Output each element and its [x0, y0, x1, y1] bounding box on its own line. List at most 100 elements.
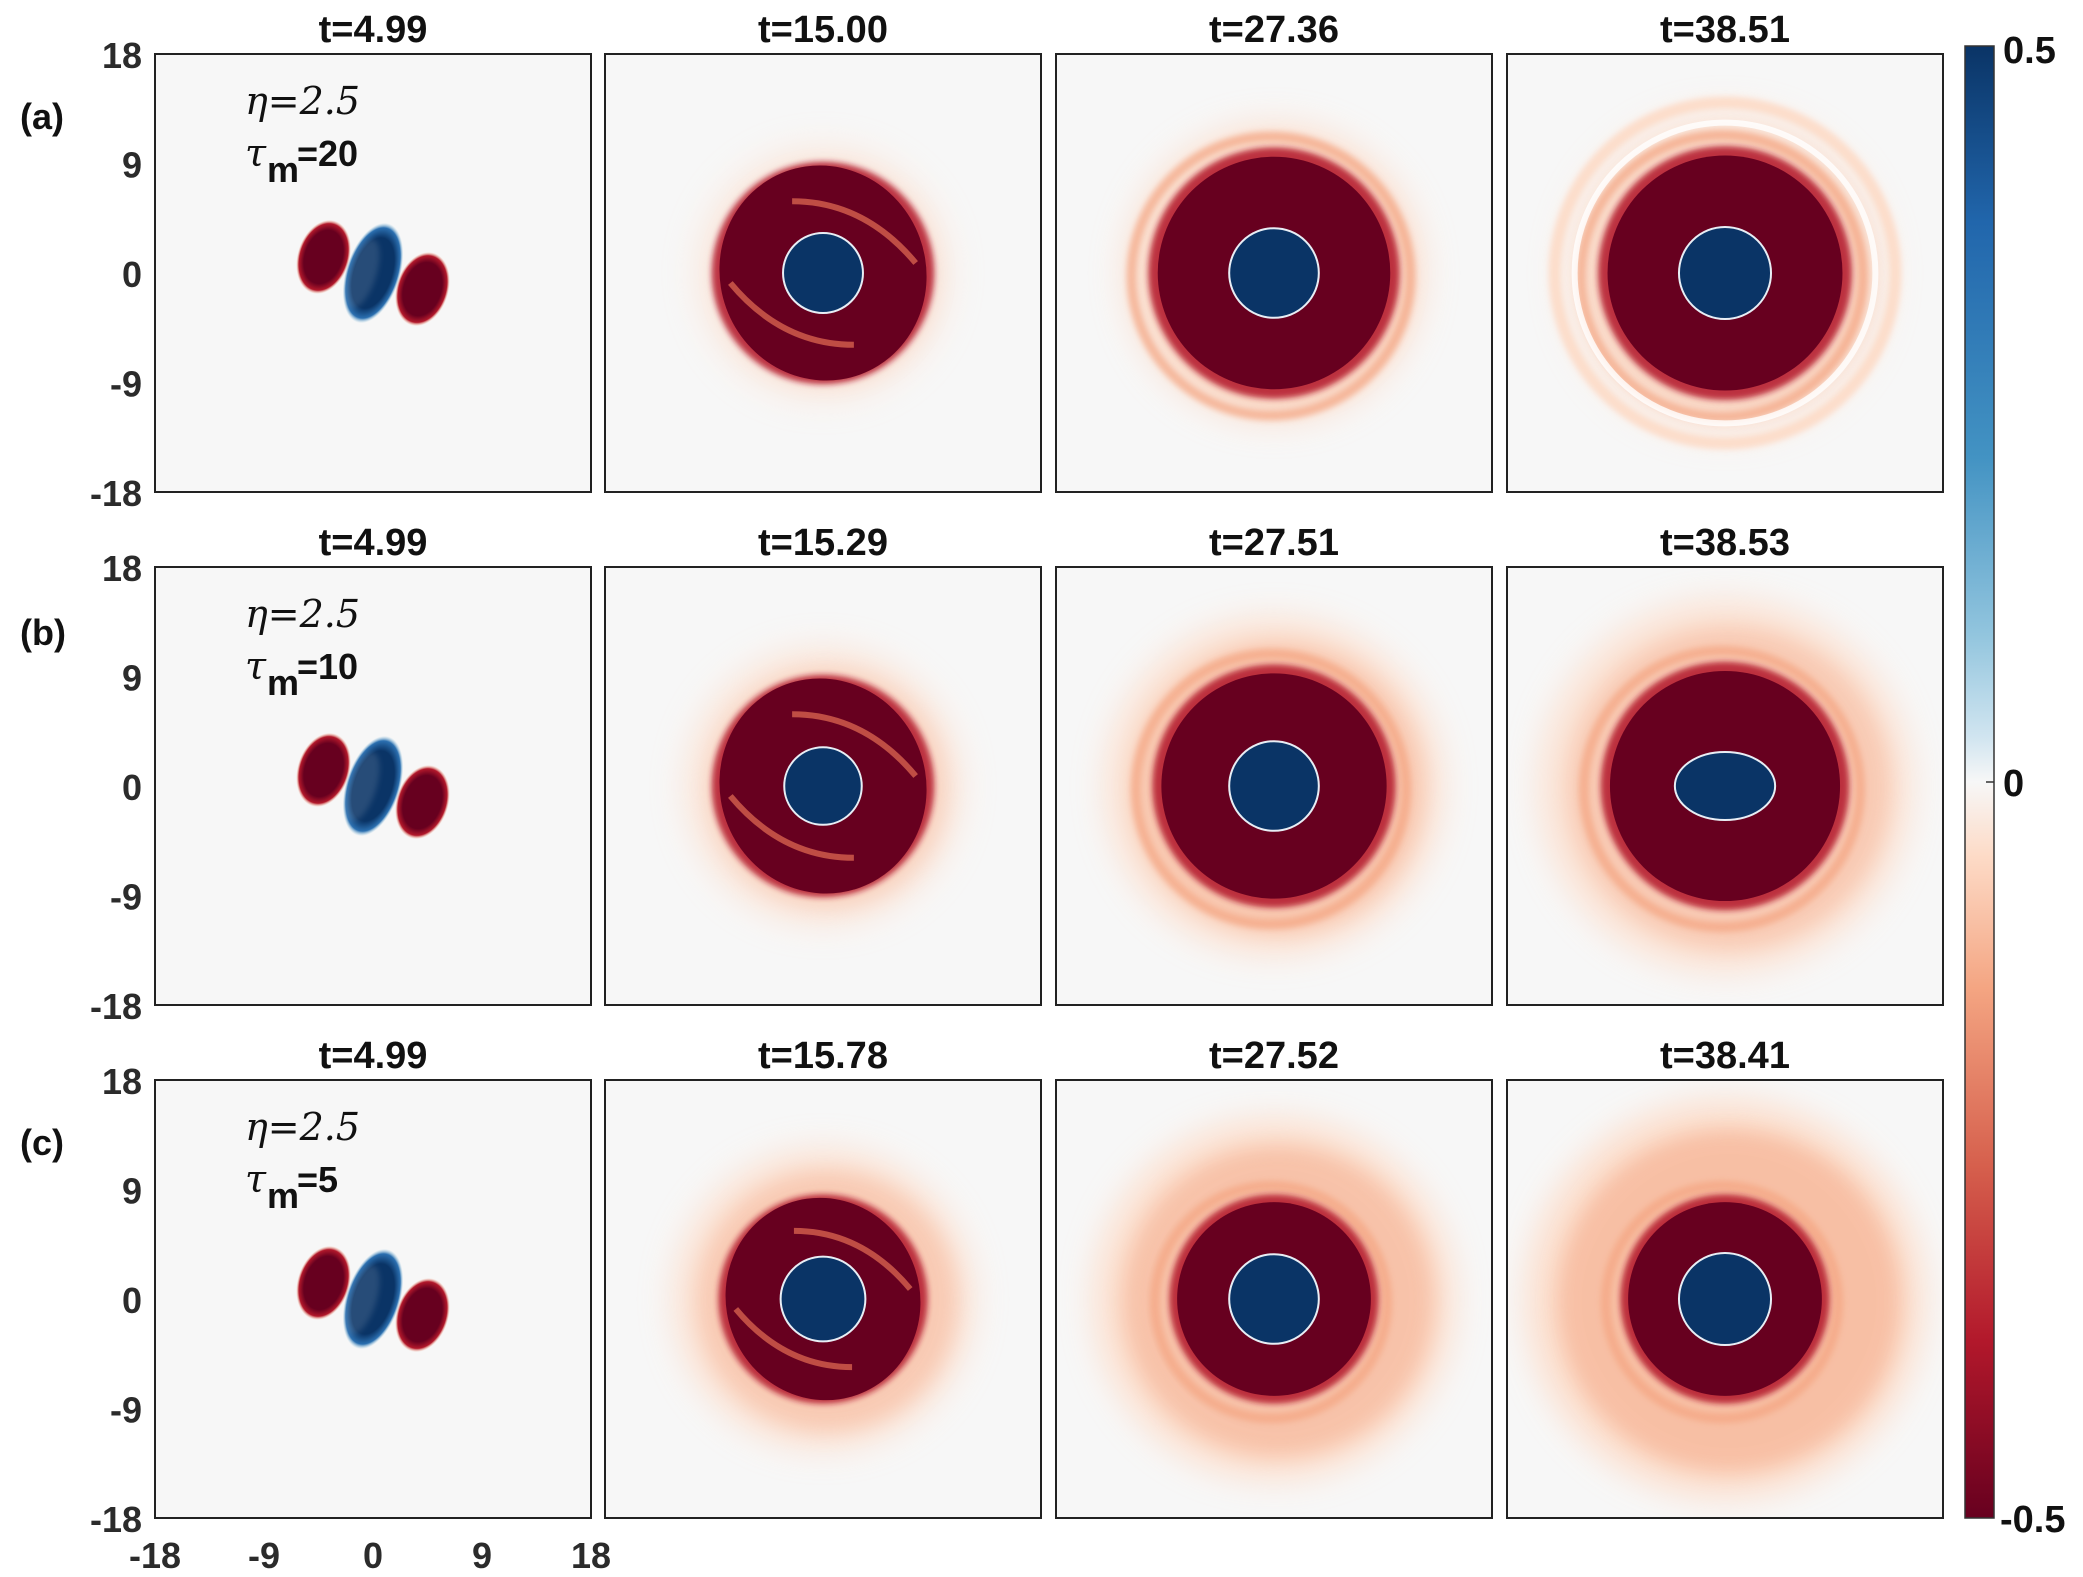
panel-title: t=15.78: [758, 1035, 888, 1077]
spiral-arm: [733, 1307, 853, 1371]
colorbar-tick-max: 0.5: [2003, 30, 2056, 72]
heatmap-panel: [1055, 1079, 1493, 1519]
heatmap-panel: [1055, 53, 1493, 493]
heatmap-panel: [604, 566, 1042, 1006]
panel-frame: [154, 53, 592, 493]
y-tick-label: 0: [122, 767, 142, 808]
y-tick-label: 18: [102, 1061, 142, 1102]
spiral-ring: [1578, 645, 1866, 933]
positive-core: [1228, 740, 1320, 832]
y-tick-label: -9: [110, 364, 142, 405]
spiral-ring: [1130, 648, 1412, 930]
positive-core: [1677, 1251, 1773, 1347]
heatmap-panel: [604, 53, 1042, 493]
panel-frame: [604, 53, 1042, 493]
x-tick-label: 0: [363, 1535, 383, 1576]
y-tick-label: 18: [102, 548, 142, 589]
panel-frame: [1506, 566, 1944, 1006]
panel-frame: [154, 566, 592, 1006]
positive-core: [782, 232, 864, 314]
tau-subscript: m: [267, 1175, 299, 1216]
panel-frame: [1055, 566, 1493, 1006]
x-tick-label: 18: [571, 1535, 611, 1576]
panel-title: t=15.00: [758, 9, 888, 51]
eta-label: η=2.5: [245, 1105, 360, 1149]
heatmap-panel: [604, 1079, 1042, 1519]
colorbar-tick-mid: 0: [2003, 763, 2024, 805]
tau-symbol: τ: [245, 644, 267, 688]
negative-lobe: [395, 765, 450, 840]
panel-title: t=27.52: [1209, 1035, 1339, 1077]
negative-lobe: [296, 219, 351, 294]
panel-title: t=38.41: [1660, 1035, 1790, 1077]
labels-layer: (a) 18 9 0 -9 -18 t=4.99 t=15.00 t=27.36 t=38.51 η…: [20, 9, 1790, 1576]
panel-title: t=4.99: [319, 522, 428, 564]
negative-lobe: [395, 1278, 450, 1353]
y-tick-label: -18: [90, 986, 142, 1027]
panel-title: t=38.51: [1660, 9, 1790, 51]
panel-frame: [1506, 53, 1944, 493]
panel-frame: [1055, 53, 1493, 493]
tau-value: =20: [297, 133, 358, 174]
colorbar: 0.5 0 -0.5: [1964, 30, 2065, 1541]
y-tick-label: 9: [122, 1171, 142, 1212]
spiral-ring: [1126, 131, 1416, 421]
heatmap-panel: [1506, 566, 1944, 1006]
y-tick-label: -18: [90, 1499, 142, 1540]
x-tick-label: -9: [248, 1535, 280, 1576]
spiral-ring: [1149, 1180, 1393, 1424]
panel-frame: [1055, 1079, 1493, 1519]
spiral-arm: [728, 794, 854, 861]
negative-lobe: [296, 1245, 351, 1320]
row-label: (c): [20, 1122, 64, 1163]
heatmap-panel: [1506, 1079, 1944, 1519]
heatmap-panel: [1055, 566, 1493, 1006]
positive-core: [783, 746, 863, 826]
x-tick-label: -18: [129, 1535, 181, 1576]
panel-title: t=27.51: [1209, 522, 1339, 564]
panel-title: t=4.99: [319, 1035, 428, 1077]
spiral-arm: [793, 1227, 913, 1291]
positive-core: [1673, 750, 1777, 822]
panel-title: t=38.53: [1660, 522, 1790, 564]
spiral-arm: [728, 281, 854, 348]
positive-core: [779, 1255, 867, 1343]
y-tick-label: -9: [110, 877, 142, 918]
y-tick-label: 18: [102, 35, 142, 76]
y-tick-label: 0: [122, 254, 142, 295]
panel-title: t=15.29: [758, 522, 888, 564]
tau-symbol: τ: [245, 131, 267, 175]
positive-core: [1228, 1253, 1320, 1345]
tau-value: =5: [297, 1159, 338, 1200]
panel-frame: [604, 1079, 1042, 1519]
panel-title: t=4.99: [319, 9, 428, 51]
row-label: (a): [20, 96, 64, 137]
heatmap-panel: [154, 566, 592, 1006]
heatmap-panel: [154, 53, 592, 493]
panels-layer: [154, 53, 1944, 1519]
tau-symbol: τ: [245, 1157, 267, 1201]
negative-lobe: [296, 732, 351, 807]
panel-frame: [604, 566, 1042, 1006]
panel-title: t=27.36: [1209, 9, 1339, 51]
positive-core: [1228, 227, 1320, 319]
spiral-ring: [1576, 130, 1868, 422]
white-gap: [1571, 119, 1879, 427]
spiral-arm: [792, 198, 918, 265]
row-label: (b): [20, 612, 66, 653]
y-tick-label: 9: [122, 658, 142, 699]
x-tick-label: 9: [472, 1535, 492, 1576]
negative-lobe: [395, 252, 450, 327]
tau-subscript: m: [267, 149, 299, 190]
tripole: [296, 219, 450, 327]
eta-label: η=2.5: [245, 592, 360, 636]
y-tick-label: 9: [122, 145, 142, 186]
heatmap-panel: [154, 1079, 592, 1519]
spiral-arm: [792, 711, 918, 778]
panel-frame: [154, 1079, 592, 1519]
tau-value: =10: [297, 646, 358, 687]
y-tick-label: 0: [122, 1280, 142, 1321]
tripole: [296, 732, 450, 840]
y-tick-label: -18: [90, 473, 142, 514]
